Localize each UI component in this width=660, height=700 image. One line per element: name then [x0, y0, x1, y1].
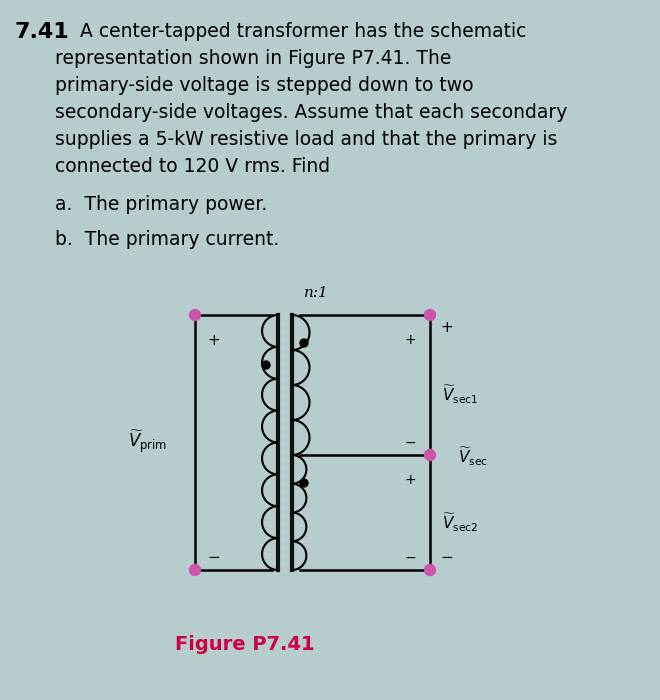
Text: −: −: [405, 551, 416, 565]
Text: 7.41: 7.41: [14, 22, 69, 42]
Text: $\widetilde{V}_{\mathrm{prim}}$: $\widetilde{V}_{\mathrm{prim}}$: [128, 428, 168, 456]
Text: −: −: [207, 550, 220, 565]
Text: representation shown in Figure P7.41. The: representation shown in Figure P7.41. Th…: [55, 49, 451, 68]
Text: $\widetilde{V}_{\mathrm{sec}}$: $\widetilde{V}_{\mathrm{sec}}$: [458, 446, 488, 468]
Circle shape: [424, 309, 436, 321]
Text: $\widetilde{V}_{\mathrm{sec2}}$: $\widetilde{V}_{\mathrm{sec2}}$: [442, 512, 478, 533]
Text: +: +: [405, 333, 416, 347]
Circle shape: [424, 449, 436, 461]
Circle shape: [300, 479, 308, 487]
Text: supplies a 5-kW resistive load and that the primary is: supplies a 5-kW resistive load and that …: [55, 130, 558, 149]
Text: Figure P7.41: Figure P7.41: [175, 635, 315, 654]
Text: +: +: [207, 333, 220, 348]
Text: −: −: [405, 436, 416, 450]
Text: connected to 120 V rms. Find: connected to 120 V rms. Find: [55, 157, 330, 176]
Text: n:1: n:1: [304, 286, 329, 300]
Text: +: +: [405, 473, 416, 487]
Circle shape: [262, 361, 270, 369]
Circle shape: [189, 564, 201, 575]
Circle shape: [424, 564, 436, 575]
Text: a.  The primary power.: a. The primary power.: [55, 195, 267, 214]
Text: secondary-side voltages. Assume that each secondary: secondary-side voltages. Assume that eac…: [55, 103, 568, 122]
Text: +: +: [440, 320, 453, 335]
Text: $\widetilde{V}_{\mathrm{sec1}}$: $\widetilde{V}_{\mathrm{sec1}}$: [442, 384, 478, 406]
Text: b.  The primary current.: b. The primary current.: [55, 230, 279, 249]
Text: −: −: [440, 550, 453, 565]
Circle shape: [189, 309, 201, 321]
Text: primary-side voltage is stepped down to two: primary-side voltage is stepped down to …: [55, 76, 473, 95]
Circle shape: [300, 339, 308, 347]
Text: A center-tapped transformer has the schematic: A center-tapped transformer has the sche…: [80, 22, 527, 41]
